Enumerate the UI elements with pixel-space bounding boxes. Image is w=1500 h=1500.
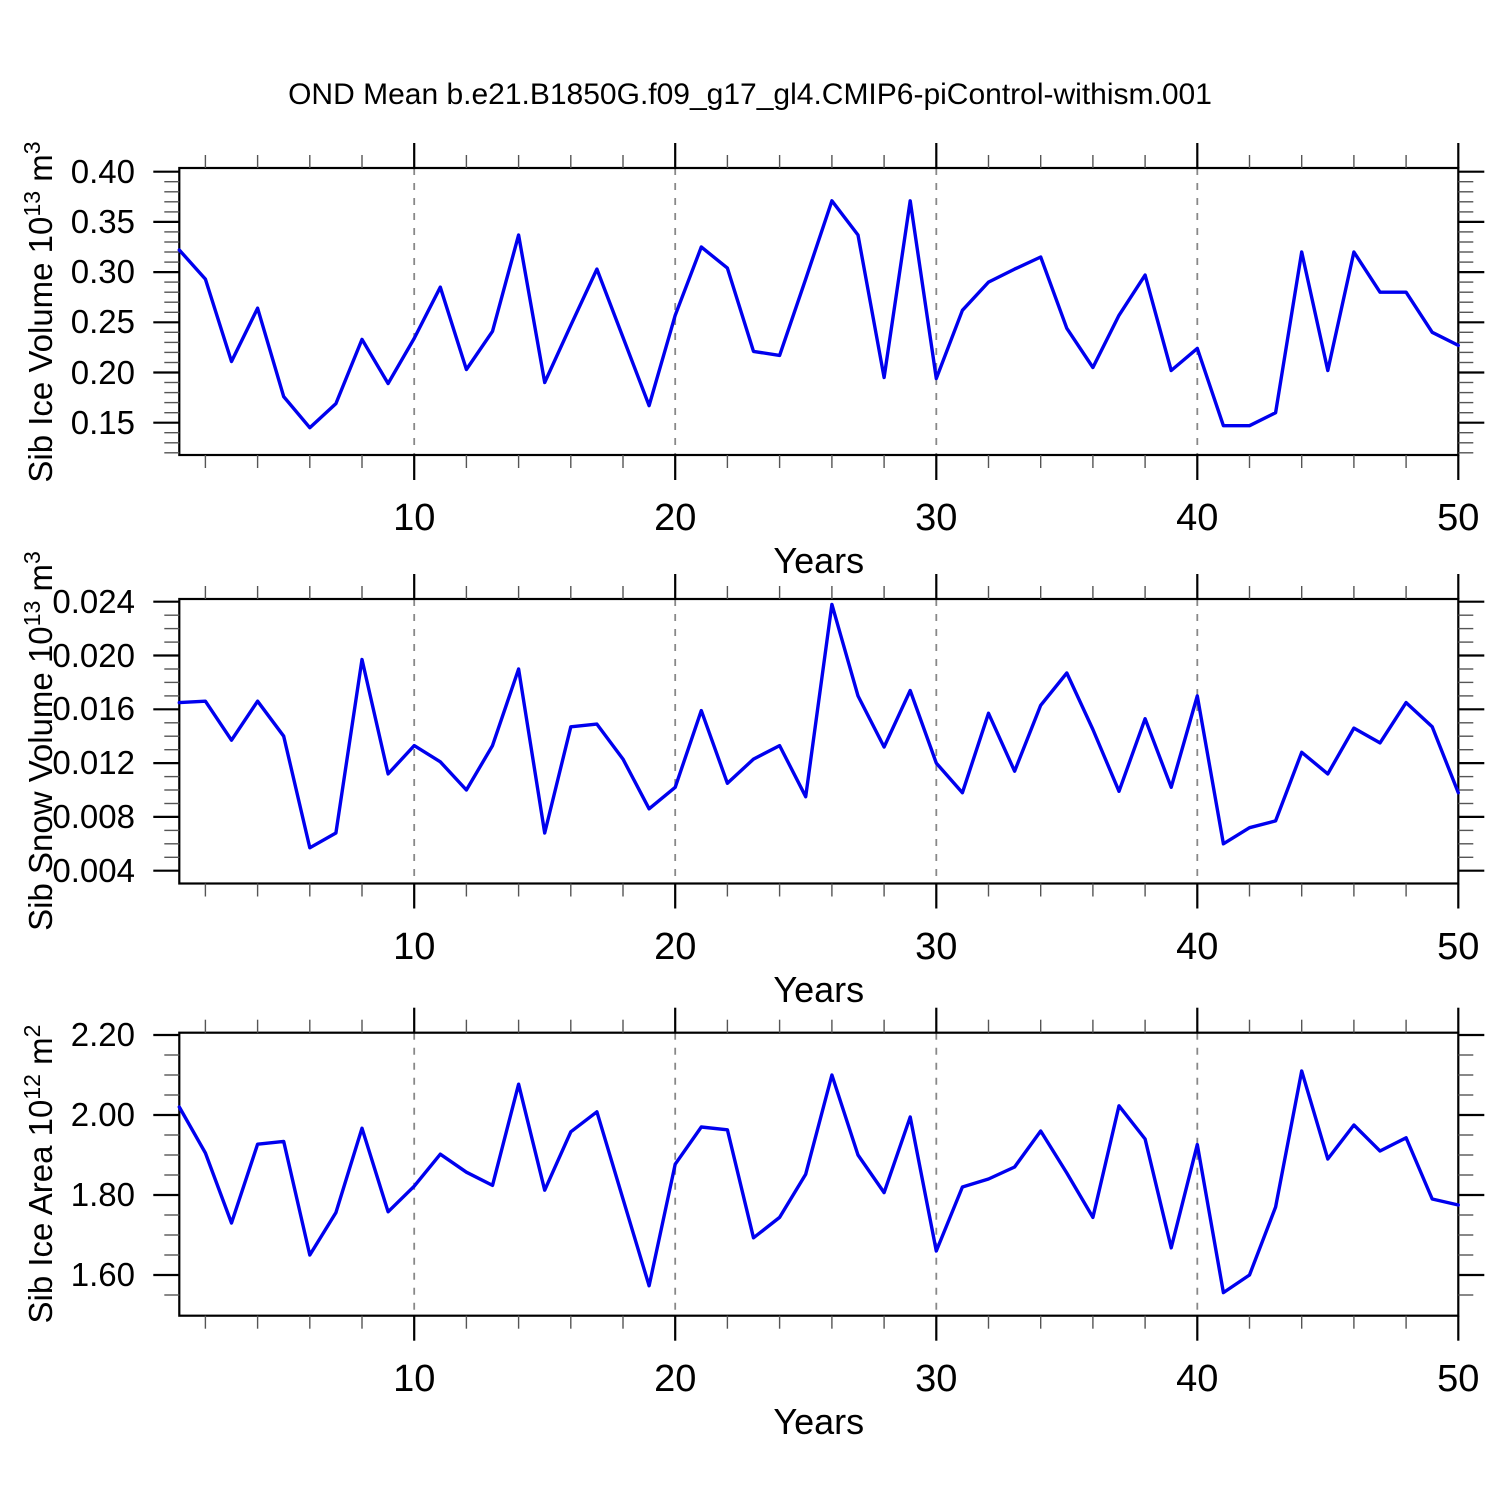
x-tick-label: 40 [1176, 497, 1219, 539]
y-tick-label: 0.15 [70, 403, 135, 441]
data-line-sib-ice-volume [177, 199, 1461, 430]
y-tick-label: 0.012 [52, 744, 135, 782]
x-tick-label: 20 [654, 1357, 697, 1400]
y-axis-label-sib-ice-volume: Sib Ice Volume 1013 m3 [19, 140, 59, 483]
y-tick-label: 0.016 [52, 690, 135, 728]
x-tick-label: 30 [915, 497, 958, 539]
x-tick-label: 20 [654, 497, 697, 539]
x-tick-label: 10 [393, 925, 436, 968]
y-tick-label: 0.40 [70, 152, 135, 190]
y-axis-label-sib-snow-volume: Sib Snow Volume 1013 m3 [19, 551, 59, 932]
axis-box [178, 166, 1460, 457]
y-tick-label: 2.20 [70, 1016, 135, 1053]
y-tick-label: 0.024 [52, 582, 135, 620]
y-tick-label: 0.20 [70, 353, 135, 391]
axis-box [178, 1031, 1460, 1317]
x-axis-label: Years [773, 1400, 865, 1442]
y-tick-label: 0.35 [70, 202, 135, 240]
data-line-sib-snow-volume [177, 602, 1461, 850]
data-line-sib-ice-area [177, 1069, 1461, 1295]
y-tick-label: 0.30 [70, 253, 135, 291]
y-tick-label: 1.80 [70, 1176, 135, 1213]
y-tick-label: 0.008 [52, 797, 135, 835]
y-tick-label: 1.60 [70, 1256, 135, 1293]
y-axis-label-sib-ice-area: Sib Ice Area 1012 m2 [19, 1024, 59, 1324]
y-tick-label: 0.020 [52, 636, 135, 674]
x-tick-label: 40 [1176, 925, 1219, 968]
y-tick-label: 0.25 [70, 303, 135, 341]
x-tick-label: 40 [1176, 1357, 1219, 1400]
x-tick-label: 20 [654, 925, 697, 968]
x-tick-label: 30 [915, 925, 958, 968]
x-axis-label: Years [773, 540, 865, 581]
x-tick-label: 50 [1437, 1357, 1480, 1400]
x-axis-label: Years [773, 968, 865, 1010]
x-tick-label: 50 [1437, 497, 1480, 539]
x-tick-label: 30 [915, 1357, 958, 1400]
axis-box [178, 597, 1460, 885]
x-tick-label: 10 [393, 497, 436, 539]
y-tick-label: 2.00 [70, 1096, 135, 1133]
x-tick-label: 50 [1437, 925, 1480, 968]
chart-title: OND Mean b.e21.B1850G.f09_g17_gl4.CMIP6-… [288, 78, 1212, 111]
x-tick-label: 10 [393, 1357, 436, 1400]
y-tick-label: 0.004 [52, 851, 135, 889]
